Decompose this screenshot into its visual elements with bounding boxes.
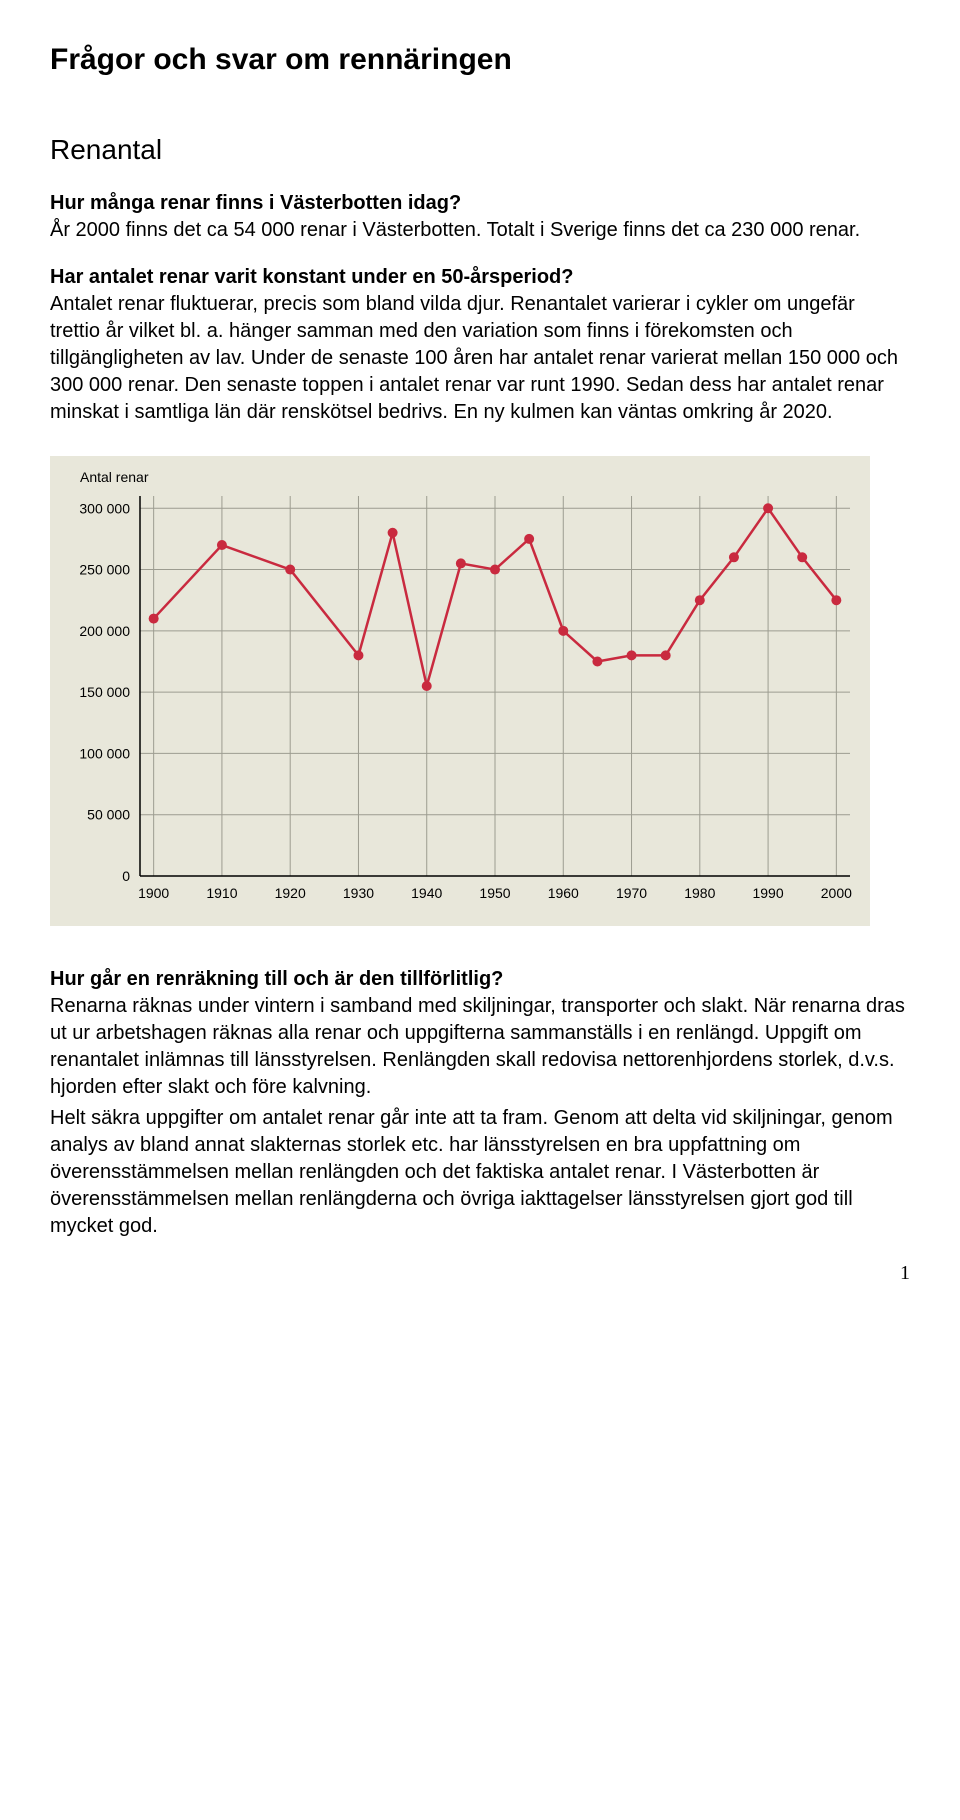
svg-text:100 000: 100 000 [79, 746, 130, 762]
svg-text:1920: 1920 [275, 885, 306, 901]
svg-text:1950: 1950 [479, 885, 510, 901]
question-2: Har antalet renar varit konstant under e… [50, 264, 910, 291]
svg-text:0: 0 [122, 868, 130, 884]
svg-text:50 000: 50 000 [87, 807, 130, 823]
svg-text:Antal renar: Antal renar [80, 469, 149, 485]
svg-text:1930: 1930 [343, 885, 374, 901]
svg-text:150 000: 150 000 [79, 684, 130, 700]
svg-text:1960: 1960 [548, 885, 579, 901]
svg-text:1910: 1910 [206, 885, 237, 901]
svg-text:1990: 1990 [752, 885, 783, 901]
chart-svg: 0 50 000 100 000 150 000 200 000 250 000 300 0… [50, 456, 870, 926]
question-3: Hur går en renräkning till och är den ti… [50, 966, 910, 993]
svg-text:1970: 1970 [616, 885, 647, 901]
svg-text:1940: 1940 [411, 885, 442, 901]
answer-2: Antalet renar fluktuerar, precis som bla… [50, 291, 910, 426]
section-heading: Renantal [50, 131, 910, 169]
answer-1: År 2000 finns det ca 54 000 renar i Väst… [50, 217, 910, 244]
svg-text:300 000: 300 000 [79, 501, 130, 517]
answer-3b: Helt säkra uppgifter om antalet renar gå… [50, 1105, 910, 1240]
page-title: Frågor och svar om rennäringen [50, 40, 910, 81]
answer-3a: Renarna räknas under vintern i samband m… [50, 993, 910, 1101]
svg-text:1900: 1900 [138, 885, 169, 901]
page-number: 1 [50, 1260, 910, 1287]
question-1: Hur många renar finns i Västerbotten ida… [50, 190, 910, 217]
reindeer-count-chart: 0 50 000 100 000 150 000 200 000 250 000 300 0… [50, 456, 870, 926]
svg-text:250 000: 250 000 [79, 562, 130, 578]
svg-text:2000: 2000 [821, 885, 852, 901]
svg-text:200 000: 200 000 [79, 623, 130, 639]
svg-text:1980: 1980 [684, 885, 715, 901]
